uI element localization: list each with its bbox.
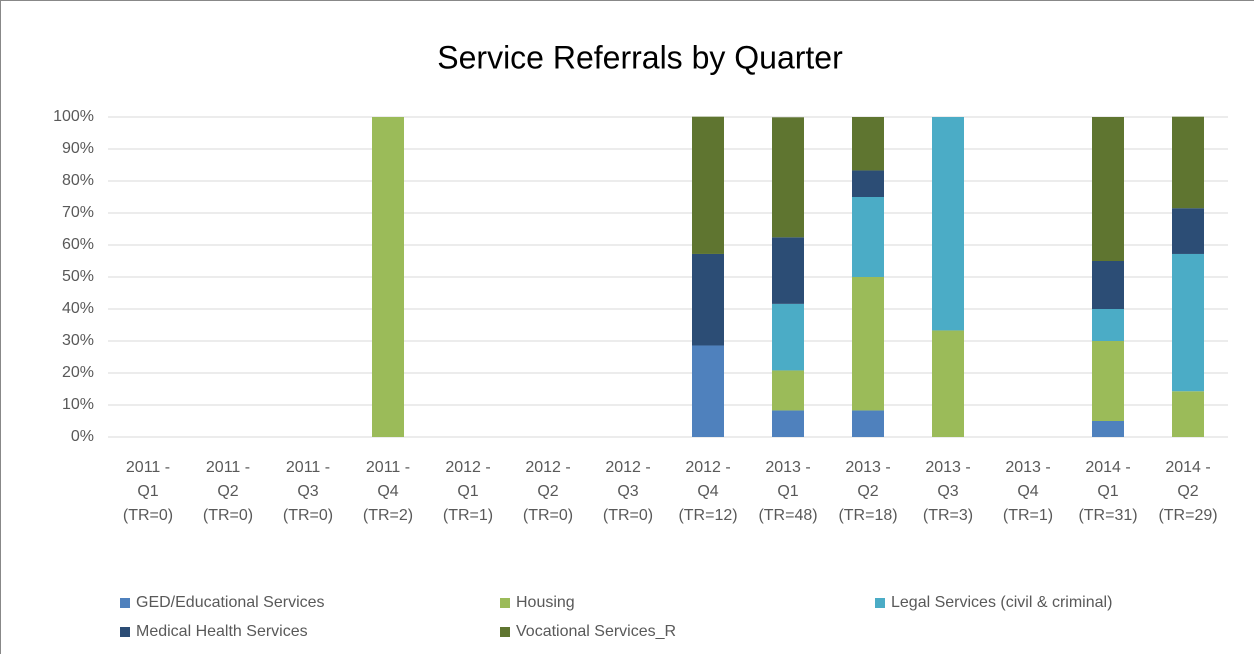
x-tick-label: 2013 - — [925, 459, 970, 476]
x-tick-label: 2011 - — [286, 459, 330, 476]
x-tick-label: (TR=29) — [1158, 507, 1217, 524]
bar-segment — [372, 117, 404, 437]
bar-segment — [852, 197, 884, 277]
legend-swatch — [120, 598, 130, 608]
legend-label: GED/Educational Services — [136, 594, 325, 611]
x-tick-label: 2011 - — [126, 459, 170, 476]
bar-segment — [1092, 421, 1124, 437]
chart-title: Service Referrals by Quarter — [437, 39, 843, 75]
x-tick-label: (TR=1) — [443, 507, 493, 524]
bar-segment — [852, 170, 884, 197]
x-tick-label: Q1 — [777, 483, 798, 500]
legend-swatch — [500, 627, 510, 637]
x-tick-label: (TR=0) — [283, 507, 333, 524]
x-tick-label: (TR=1) — [1003, 507, 1053, 524]
x-tick-label: Q2 — [1177, 483, 1198, 500]
x-tick-label: 2012 - — [445, 459, 490, 476]
legend-swatch — [120, 627, 130, 637]
y-tick-label: 0% — [71, 428, 94, 445]
x-tick-label: 2013 - — [1005, 459, 1050, 476]
y-tick-label: 30% — [62, 332, 94, 349]
x-tick-label: Q2 — [857, 483, 878, 500]
x-tick-label: Q1 — [137, 483, 158, 500]
x-tick-label: Q3 — [297, 483, 318, 500]
x-tick-label: 2013 - — [845, 459, 890, 476]
legend-swatch — [500, 598, 510, 608]
x-tick-label: (TR=3) — [923, 507, 973, 524]
x-tick-label: 2012 - — [685, 459, 730, 476]
y-tick-label: 10% — [62, 396, 94, 413]
bar-segment — [772, 237, 804, 304]
y-tick-label: 60% — [62, 236, 94, 253]
x-tick-label: Q2 — [537, 483, 558, 500]
x-tick-label: Q4 — [377, 483, 398, 500]
x-tick-label: 2014 - — [1165, 459, 1210, 476]
bar-segment — [852, 277, 884, 411]
bar-segment — [1172, 391, 1204, 437]
bar-segment — [852, 117, 884, 171]
y-tick-label: 100% — [53, 108, 94, 125]
x-tick-label: (TR=0) — [523, 507, 573, 524]
x-tick-label: (TR=48) — [758, 507, 817, 524]
bar-segment — [1172, 116, 1204, 209]
x-tick-label: 2011 - — [206, 459, 250, 476]
bar-segment — [692, 116, 724, 254]
bar-segment — [1172, 253, 1204, 392]
x-tick-label: (TR=2) — [363, 507, 413, 524]
bar-segment — [932, 330, 964, 437]
bar-segment — [932, 117, 964, 331]
x-tick-label: Q3 — [617, 483, 638, 500]
bar-segment — [772, 117, 804, 238]
y-tick-label: 40% — [62, 300, 94, 317]
x-tick-label: (TR=0) — [123, 507, 173, 524]
y-tick-label: 50% — [62, 268, 94, 285]
bar-segment — [772, 370, 804, 411]
x-tick-label: Q4 — [1017, 483, 1038, 500]
x-tick-label: 2014 - — [1085, 459, 1130, 476]
x-tick-label: 2012 - — [525, 459, 570, 476]
y-tick-label: 80% — [62, 172, 94, 189]
y-tick-label: 90% — [62, 140, 94, 157]
x-tick-label: (TR=0) — [603, 507, 653, 524]
bar-segment — [1092, 309, 1124, 341]
bar-segment — [1092, 261, 1124, 309]
bar-segment — [1172, 208, 1204, 254]
y-tick-label: 70% — [62, 204, 94, 221]
x-tick-label: Q1 — [457, 483, 478, 500]
bar-segment — [772, 410, 804, 437]
x-tick-label: (TR=12) — [678, 507, 737, 524]
legend-label: Vocational Services_R — [516, 623, 676, 640]
legend-swatch — [875, 598, 885, 608]
x-tick-label: Q2 — [217, 483, 238, 500]
x-tick-label: (TR=18) — [838, 507, 897, 524]
bar-segment — [772, 303, 804, 371]
legend-label: Housing — [516, 594, 575, 611]
bar-segment — [692, 345, 724, 437]
legend-label: Legal Services (civil & criminal) — [891, 594, 1112, 611]
x-tick-label: 2012 - — [605, 459, 650, 476]
legend-label: Medical Health Services — [136, 623, 308, 640]
x-tick-label: Q4 — [697, 483, 718, 500]
bar-segment — [852, 410, 884, 437]
x-tick-label: Q3 — [937, 483, 958, 500]
y-tick-label: 20% — [62, 364, 94, 381]
x-tick-label: (TR=31) — [1078, 507, 1137, 524]
x-tick-label: (TR=0) — [203, 507, 253, 524]
bar-segment — [1092, 341, 1124, 421]
x-tick-label: 2011 - — [366, 459, 410, 476]
bar-segment — [692, 253, 724, 346]
x-tick-label: 2013 - — [765, 459, 810, 476]
bar-segment — [1092, 117, 1124, 261]
x-tick-label: Q1 — [1097, 483, 1118, 500]
